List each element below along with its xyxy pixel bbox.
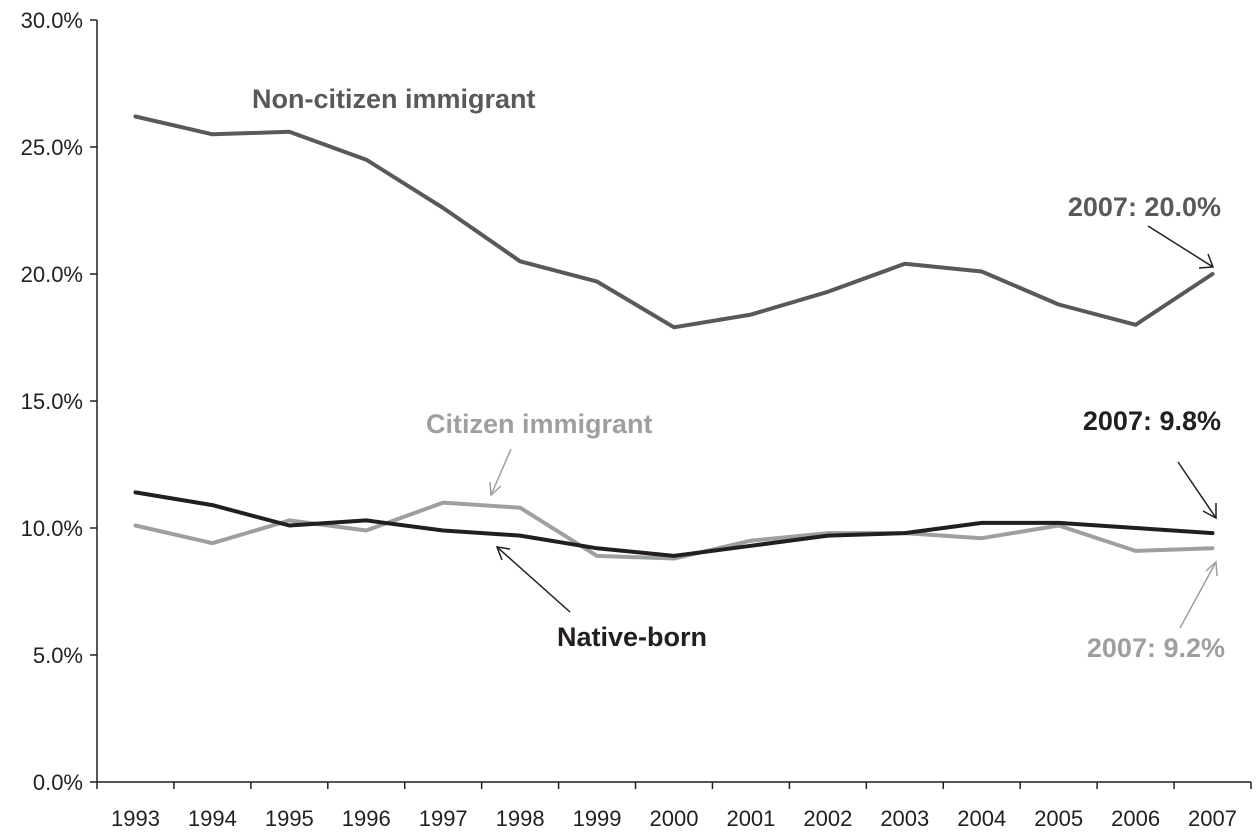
x-tick-label: 2003 (880, 806, 929, 831)
y-tick-label: 25.0% (21, 135, 83, 160)
end-label-noncitizen: 2007: 20.0% (1068, 192, 1221, 222)
x-tick-label: 2002 (803, 806, 852, 831)
x-tick-label: 2007 (1188, 806, 1237, 831)
series-label-native: Native-born (557, 622, 707, 652)
y-tick-label: 0.0% (33, 770, 83, 795)
series-label-noncitizen: Non-citizen immigrant (252, 84, 536, 114)
x-tick-label: 1999 (573, 806, 622, 831)
x-tick-label: 2000 (650, 806, 699, 831)
arrow-noncitizen-end (1147, 225, 1215, 269)
x-tick-label: 2001 (726, 806, 775, 831)
series-lines (133, 114, 1215, 561)
series-line-non-citizen-immigrant (133, 114, 1215, 330)
x-tick-label: 2006 (1111, 806, 1160, 831)
arrow-citizen-end (1179, 560, 1218, 629)
y-tick-label: 30.0% (21, 8, 83, 33)
y-tick-label: 15.0% (21, 389, 83, 414)
annotations: Non-citizen immigrant Citizen immigrant … (252, 84, 1225, 663)
arrow-native-label (495, 546, 571, 613)
x-tick-label: 2005 (1034, 806, 1083, 831)
x-tick-label: 1998 (496, 806, 545, 831)
x-tick-label: 2004 (957, 806, 1006, 831)
y-tick-label: 10.0% (21, 516, 83, 541)
series-label-citizen: Citizen immigrant (426, 409, 653, 439)
end-label-native: 2007: 9.8% (1083, 406, 1221, 436)
x-tick-label: 1995 (265, 806, 314, 831)
arrow-citizen-label (489, 448, 512, 497)
y-tick-label: 5.0% (33, 643, 83, 668)
x-tick-label: 1996 (342, 806, 391, 831)
axes: 0.0% 5.0% 10.0% 15.0% 20.0% 25.0% 30.0% 1993 199… (21, 8, 1252, 831)
arrow-native-end (1177, 461, 1217, 520)
x-tick-label: 1993 (111, 806, 160, 831)
x-tick-label: 1994 (188, 806, 237, 831)
y-tick-label: 20.0% (21, 262, 83, 287)
series-line-citizen-immigrant (133, 500, 1215, 561)
end-label-citizen: 2007: 9.2% (1087, 633, 1225, 663)
x-tick-label: 1997 (419, 806, 468, 831)
series-line-native-born (133, 490, 1215, 558)
